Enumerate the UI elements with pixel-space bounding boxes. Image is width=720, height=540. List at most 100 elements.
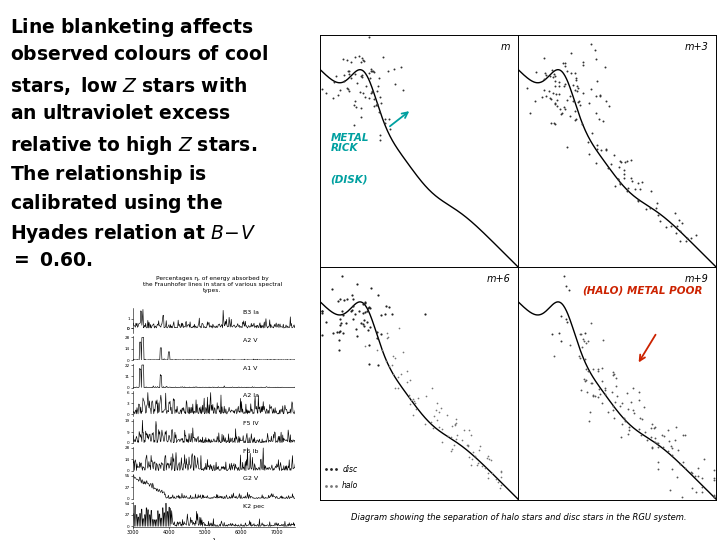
Point [649,423,660,432]
Point [600,390,611,399]
Point [606,160,617,168]
Point [608,367,619,376]
Point [650,203,662,212]
Point [359,299,371,307]
Point [342,84,354,93]
Point [665,486,676,495]
Point [549,98,560,107]
Point [585,319,597,327]
Point [613,401,625,410]
Point [596,363,608,372]
Point [575,330,587,339]
Point [354,51,365,60]
Point [686,484,698,492]
Point [690,231,702,239]
Point [366,66,378,75]
Point [347,315,359,323]
Point [570,115,582,124]
Point [356,73,368,82]
Point [419,309,431,318]
Point [570,69,581,78]
Point [363,303,374,312]
Text: $\mathbf{calibrated\ using\ the}$: $\mathbf{calibrated\ using\ the}$ [10,192,223,215]
Point [379,310,390,319]
Point [631,197,643,205]
Point [693,463,704,472]
Point [366,87,377,96]
Text: $\mathbf{The\ relationship\ is}$: $\mathbf{The\ relationship\ is}$ [10,163,207,186]
Text: m: m [501,42,510,52]
Point [579,328,590,337]
Text: A1 V: A1 V [243,366,258,371]
Point [473,446,485,454]
Point [480,464,491,473]
Point [554,82,565,90]
Point [570,107,581,116]
Point [677,218,688,227]
Point [676,493,688,502]
Point [374,136,385,145]
Point [443,431,454,440]
Point [405,396,417,404]
Point [334,315,346,323]
Point [410,404,421,413]
Point [335,326,346,335]
Point [636,178,648,186]
Point [395,370,407,379]
Point [462,441,473,450]
Point [392,372,404,381]
Point [333,336,345,345]
Point [342,294,354,303]
Point [375,329,387,338]
Point [708,476,720,485]
Point [359,342,371,350]
Point [374,93,385,102]
Point [495,480,507,489]
Point [420,392,431,400]
Point [331,328,343,336]
Point [611,382,622,391]
Point [356,104,367,113]
Point [539,86,550,94]
Point [362,304,374,313]
Text: m+9: m+9 [685,274,708,284]
Point [641,435,652,444]
Point [666,443,678,452]
Point [635,413,647,422]
Point [333,345,345,354]
Point [446,445,458,454]
Point [390,354,401,362]
Point [672,446,684,455]
Point [549,99,561,108]
Text: (HALO): (HALO) [582,286,623,296]
Point [569,116,580,125]
Point [361,318,372,326]
Point [362,326,374,334]
Point [583,150,595,158]
Point [413,394,424,403]
Point [596,376,608,385]
Point [451,435,462,444]
Text: m+3: m+3 [685,42,708,52]
Point [401,378,413,387]
Point [616,433,627,441]
Point [670,228,682,237]
Point [576,386,588,394]
Point [336,307,348,315]
Point [639,428,651,437]
Point [408,397,420,406]
Point [456,436,468,444]
Point [349,97,361,105]
Point [649,437,660,446]
Point [547,89,559,97]
Point [556,110,567,119]
Point [708,493,720,502]
Point [369,95,380,104]
Point [482,474,494,482]
Point [673,216,685,225]
Point [583,417,595,426]
Point [545,119,557,128]
Point [369,68,380,76]
Point [616,399,628,407]
Point [572,82,583,91]
